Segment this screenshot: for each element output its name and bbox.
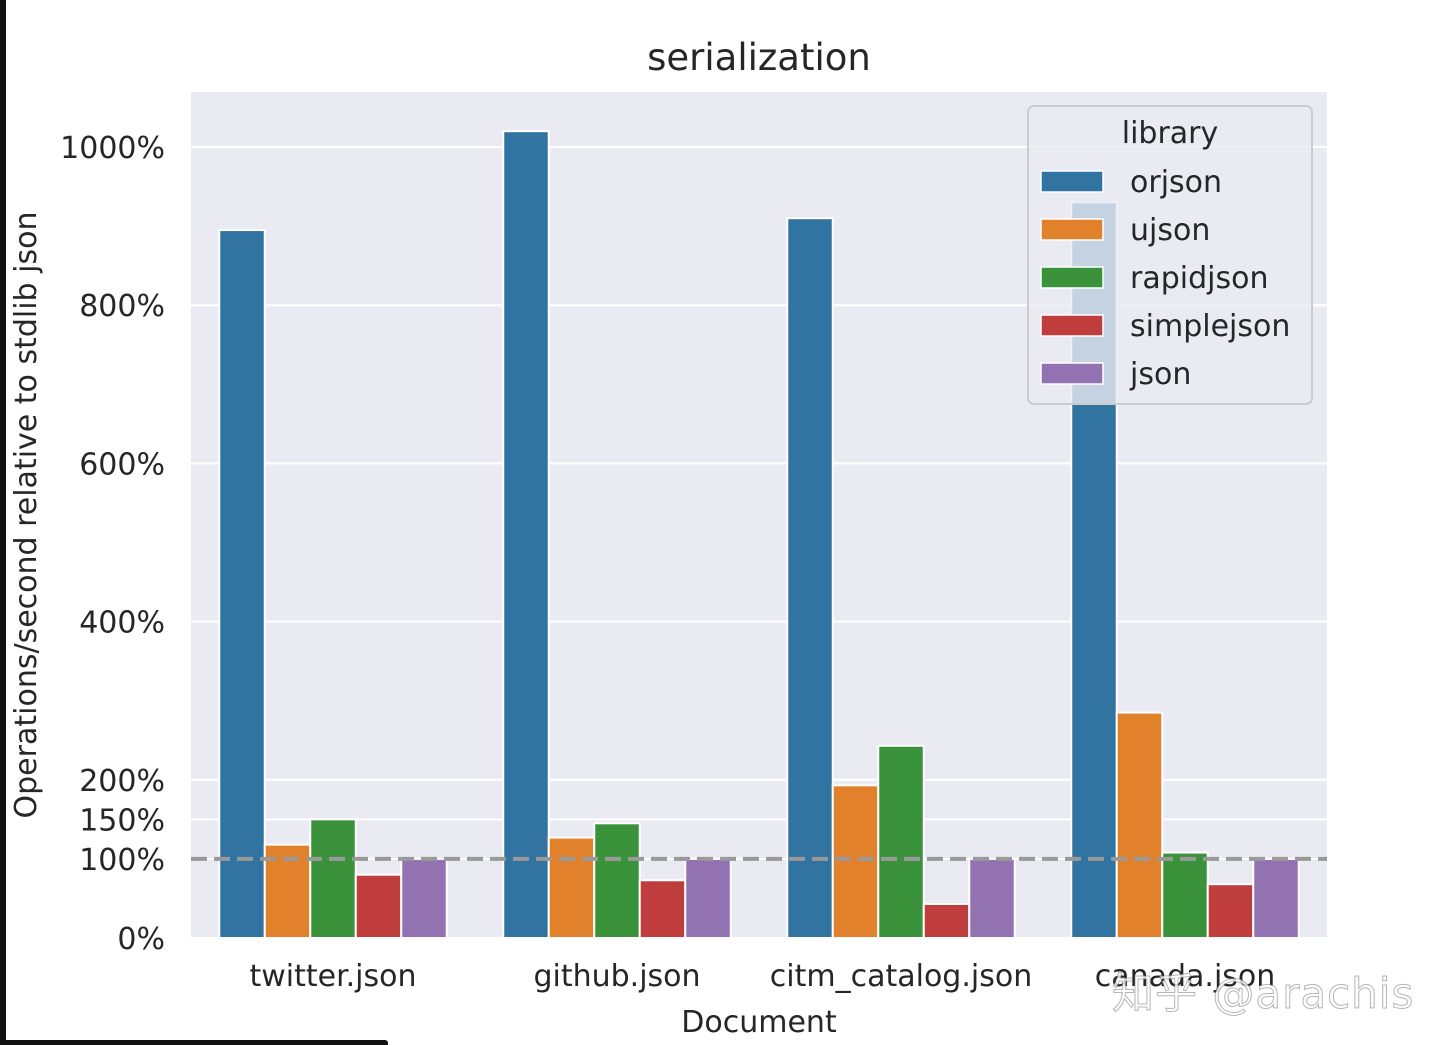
legend: library orjson ujson rapidjson simplejson js… — [1027, 105, 1313, 405]
legend-title: library — [1122, 116, 1219, 151]
y-tick-label: 150% — [79, 803, 165, 838]
bar-json-github.json — [684, 857, 732, 940]
bar-simplejson-canada.json — [1206, 883, 1255, 939]
bar-orjson-citm_catalog.json — [786, 217, 834, 939]
bar-ujson-github.json — [547, 836, 596, 940]
y-tick-label: 200% — [79, 764, 165, 799]
bar-json-canada.json — [1252, 857, 1300, 940]
x-tick-label: canada.json — [1095, 959, 1276, 994]
legend-items: orjson ujson rapidjson simplejson json — [1040, 165, 1290, 392]
bar-rapidjson-canada.json — [1161, 851, 1209, 940]
bar-rapidjson-twitter.json — [309, 818, 357, 939]
y-axis-label: Operations/second relative to stdlib jso… — [9, 212, 44, 819]
legend-label-simplejson: simplejson — [1130, 309, 1290, 344]
y-tick-label: 400% — [79, 606, 165, 641]
bar-ujson-canada.json — [1115, 711, 1164, 939]
x-axis-label: Document — [681, 1005, 837, 1040]
bar-json-citm_catalog.json — [968, 857, 1016, 940]
legend-label-orjson: orjson — [1130, 165, 1222, 200]
chart-title: serialization — [647, 36, 871, 79]
bar-json-twitter.json — [400, 857, 448, 940]
x-tick-labels: twitter.json github.json citm_catalog.json… — [249, 959, 1275, 994]
bar-ujson-citm_catalog.json — [831, 784, 880, 939]
legend-swatch-ujson — [1040, 218, 1104, 241]
bar-simplejson-citm_catalog.json — [922, 902, 971, 939]
y-tick-label: 1000% — [60, 131, 165, 166]
legend-swatch-json — [1040, 362, 1104, 385]
watermark-text: 知乎 @arachis — [1111, 969, 1415, 1019]
y-tick-label: 100% — [79, 843, 165, 878]
legend-label-rapidjson: rapidjson — [1130, 261, 1268, 296]
y-tick-labels: 0% 100% 150% 200% 400% 600% 800% 1000% — [60, 131, 165, 957]
y-tick-label: 800% — [79, 289, 165, 324]
window-edge-left — [0, 0, 6, 1045]
legend-label-ujson: ujson — [1130, 213, 1210, 248]
x-tick-label: twitter.json — [249, 959, 416, 994]
legend-swatch-simplejson — [1040, 314, 1104, 337]
legend-label-json: json — [1129, 357, 1191, 392]
bar-rapidjson-github.json — [593, 822, 641, 939]
bar-orjson-github.json — [502, 130, 550, 939]
x-tick-label: github.json — [533, 959, 700, 994]
bar-simplejson-github.json — [638, 879, 687, 940]
bar-simplejson-twitter.json — [354, 873, 403, 939]
y-tick-label: 600% — [79, 447, 165, 482]
bar-orjson-twitter.json — [218, 229, 266, 939]
bar-rapidjson-citm_catalog.json — [877, 744, 925, 939]
x-tick-label: citm_catalog.json — [770, 959, 1032, 994]
legend-swatch-rapidjson — [1040, 266, 1104, 289]
legend-swatch-orjson — [1040, 170, 1104, 193]
window-edge-bottom — [0, 1040, 388, 1045]
y-tick-label: 0% — [117, 922, 165, 957]
